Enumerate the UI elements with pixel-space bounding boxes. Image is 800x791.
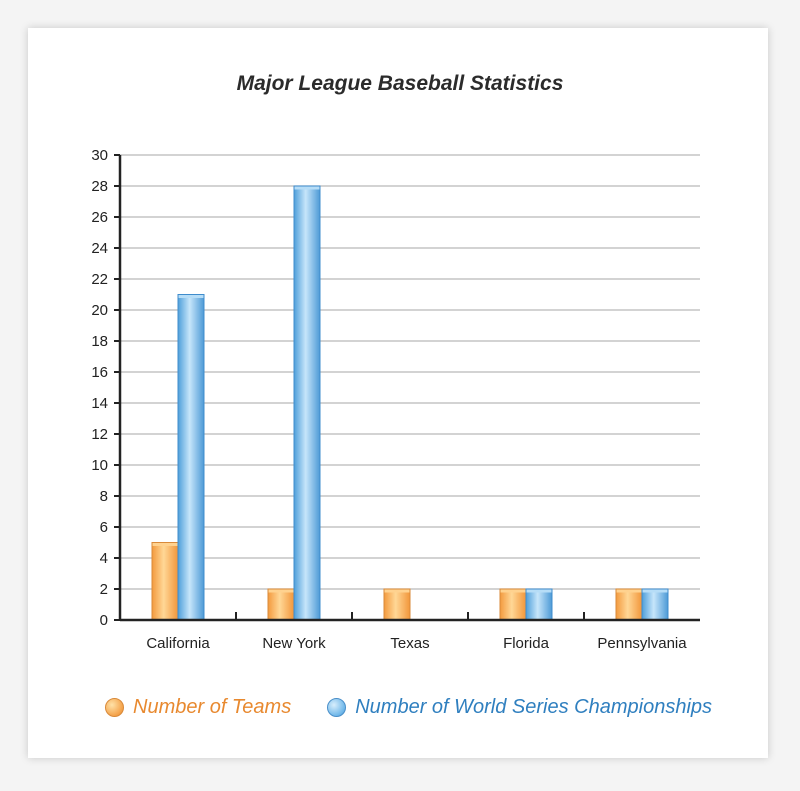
y-tick-label: 20 [91, 302, 108, 319]
x-tick-label: New York [262, 635, 326, 652]
bar-cap [294, 186, 320, 190]
bar-cap [616, 589, 642, 593]
legend: Number of Teams Number of World Series C… [105, 694, 712, 720]
legend-item-teams: Number of Teams [105, 696, 291, 719]
y-tick-label: 14 [91, 395, 108, 412]
bar-cap [178, 295, 204, 298]
legend-swatch-teams [105, 697, 124, 717]
bar-cap [152, 543, 178, 546]
bar-cap [642, 589, 668, 593]
bar-championships [525, 588, 553, 621]
bar-cap [268, 589, 294, 593]
legend-item-championships: Number of World Series Championships [327, 696, 712, 719]
y-tick-label: 26 [91, 209, 108, 226]
bar-championships [177, 294, 205, 621]
x-tick-label: California [146, 635, 210, 652]
y-tick-label: 0 [100, 612, 108, 629]
y-tick-label: 30 [91, 147, 108, 164]
bar-teams [615, 588, 643, 621]
y-tick-label: 10 [91, 457, 108, 474]
bar-championships [293, 185, 321, 621]
x-tick-label: Florida [503, 635, 550, 652]
bar-teams [151, 542, 179, 621]
bar-teams [383, 588, 411, 621]
y-tick-label: 4 [100, 550, 108, 567]
gridlines [120, 154, 700, 590]
y-tick-label: 2 [100, 581, 108, 598]
bar-cap [526, 589, 552, 593]
y-tick-label: 22 [91, 271, 108, 288]
bar-championships [641, 588, 669, 621]
bar-cap [384, 589, 410, 593]
y-tick-label: 8 [100, 488, 108, 505]
chart-title: Major League Baseball Statistics [236, 72, 564, 95]
y-tick-label: 6 [100, 519, 108, 536]
legend-label-teams: Number of Teams [133, 695, 292, 718]
y-tick-label: 28 [91, 178, 108, 195]
y-tick-label: 16 [91, 364, 108, 381]
y-tick-label: 12 [91, 426, 108, 443]
bar-teams [267, 588, 295, 621]
x-tick-label: Texas [390, 635, 429, 652]
y-tick-label: 24 [91, 240, 108, 257]
y-tick-label: 18 [91, 333, 108, 350]
legend-label-championships: Number of World Series Championships [355, 695, 713, 718]
bar-teams [499, 588, 527, 621]
x-tick-label: Pennsylvania [597, 635, 687, 652]
bar-cap [500, 589, 526, 593]
legend-swatch-championships [327, 697, 347, 717]
chart-card [28, 28, 768, 758]
